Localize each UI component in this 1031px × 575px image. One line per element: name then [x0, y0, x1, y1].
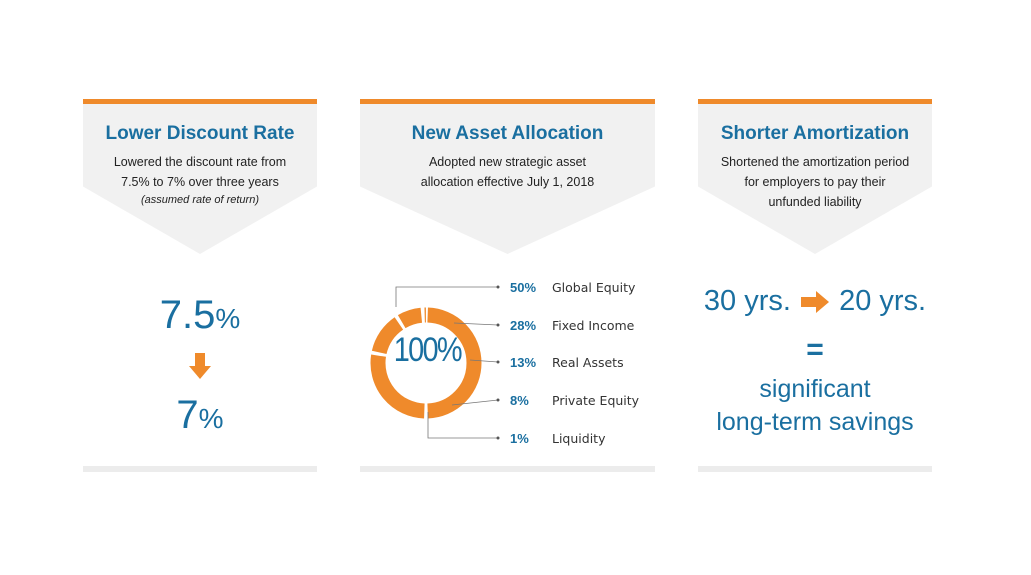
leader-line — [451, 399, 499, 406]
leader-dot — [496, 285, 500, 289]
from-years: 30 yrs. — [703, 285, 791, 317]
allocation-donut-chart — [370, 285, 500, 440]
description-line: 7.5% to 7% over three years — [121, 175, 279, 189]
panel-accent-bar — [83, 99, 317, 104]
legend-item: 50% Global Equity — [510, 277, 635, 297]
legend-label: Fixed Income — [552, 317, 635, 333]
to-rate-value: 7 — [176, 393, 199, 437]
panel-accent-bar — [360, 99, 655, 104]
equals-sign: = — [806, 333, 824, 366]
legend-item: 28% Fixed Income — [510, 315, 634, 335]
result-line: long-term savings — [716, 408, 914, 436]
legend-label: Private Equity — [552, 392, 640, 408]
donut-segment — [397, 307, 423, 329]
donut-center-label: 100% — [393, 331, 463, 369]
legend-percent: 13% — [510, 354, 537, 370]
description-line: allocation effective July 1, 2018 — [420, 175, 595, 189]
result-line: significant — [759, 375, 871, 403]
leader-line — [395, 286, 498, 307]
panel-description: Lowered the discount rate from 7.5% to 7… — [83, 152, 317, 209]
panel-accent-bar — [698, 99, 932, 104]
arrow-right-icon — [801, 291, 829, 314]
legend-label: Real Assets — [552, 354, 624, 370]
percent-sign: % — [215, 303, 241, 334]
leader-dot — [496, 360, 500, 364]
panel-title: New Asset Allocation — [411, 123, 604, 144]
leader-dot — [496, 436, 500, 440]
amortization-years: 30 yrs. 20 yrs. — [698, 285, 932, 318]
panel-footer-bar — [360, 466, 655, 472]
leader-line — [469, 359, 499, 363]
legend-label: Global Equity — [552, 279, 636, 295]
from-rate: 7.5% — [83, 293, 317, 338]
leader-dot — [496, 398, 500, 402]
panel-footer-bar — [698, 466, 932, 472]
donut-segment — [427, 307, 482, 419]
description-note: (assumed rate of return) — [141, 194, 259, 206]
legend-percent: 28% — [510, 317, 537, 333]
description-line: for employers to pay their — [744, 175, 886, 189]
legend-percent: 50% — [510, 279, 537, 295]
legend-percent: 8% — [510, 392, 529, 408]
description-line: Lowered the discount rate from — [113, 155, 287, 169]
panel-footer-bar — [83, 466, 317, 472]
legend-item: 13% Real Assets — [510, 352, 624, 372]
legend-percent: 1% — [510, 430, 529, 446]
asset-allocation-panel: New Asset Allocation Adopted new strateg… — [360, 99, 655, 472]
arrow-down-icon — [189, 353, 211, 379]
result-text: significant long-term savings — [698, 373, 932, 439]
leader-dot — [496, 323, 500, 327]
amortization-panel: Shorter Amortization Shortened the amort… — [698, 99, 932, 472]
description-line: unfunded liability — [768, 195, 862, 209]
legend-item: 1% Liquidity — [510, 428, 605, 448]
panel-description: Shortened the amortization period for em… — [698, 152, 932, 212]
percent-sign: % — [198, 403, 224, 434]
to-rate: 7% — [83, 393, 317, 438]
description-line: Shortened the amortization period — [720, 155, 910, 169]
donut-segment — [371, 317, 404, 355]
from-rate-value: 7.5 — [159, 293, 216, 337]
panel-title: Shorter Amortization — [720, 123, 910, 144]
description-line: Adopted new strategic asset — [428, 155, 587, 169]
legend-label: Liquidity — [552, 430, 606, 446]
panel-title: Lower Discount Rate — [105, 123, 295, 144]
legend-item: 8% Private Equity — [510, 390, 639, 410]
discount-rate-panel: Lower Discount Rate Lowered the discount… — [83, 99, 317, 472]
donut-segment — [370, 354, 425, 419]
leader-line — [427, 412, 498, 439]
to-years: 20 yrs. — [839, 285, 927, 317]
panel-description: Adopted new strategic asset allocation e… — [360, 152, 655, 192]
leader-line — [453, 322, 499, 326]
